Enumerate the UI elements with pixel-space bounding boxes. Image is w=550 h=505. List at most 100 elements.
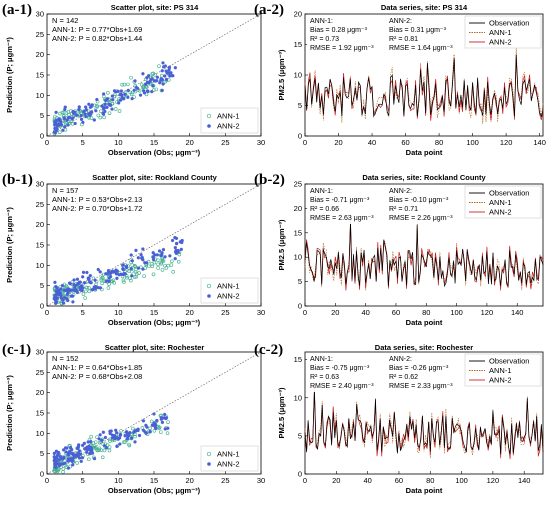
y-tick-label: 30 [36,180,44,189]
ann2-point [107,279,111,283]
ann2-point [115,444,119,449]
x-tick-label: 40 [361,308,369,317]
ann1-point [87,115,91,120]
x-tick-label: 140 [511,308,524,317]
ann2-point [66,466,71,470]
ann2-point [155,253,159,257]
ann2-point [151,251,155,255]
legend-ann2-marker [207,294,211,298]
ann1-point [96,113,101,118]
ann1-point [137,88,142,93]
ann1-point [87,457,91,462]
ann2-point [63,105,67,109]
ann1-point [63,120,68,125]
x-tick-label: 40 [368,138,376,147]
series-title-c2: Data series, site: Rochester [374,343,474,352]
ann2-point [166,426,170,430]
x-tick-label: 100 [455,476,468,485]
ann2-point [123,272,127,276]
ann1-point [97,448,101,452]
ann2-point [118,442,122,446]
stats-box [307,354,459,392]
ann2-point [66,298,70,303]
ann2-point [61,301,66,305]
ann2-point [82,109,86,114]
y-tick-label: 10 [36,429,44,438]
ann2-point [139,253,143,257]
ann2-point [170,238,175,243]
observation-series-line [304,221,544,288]
ann1-point [133,434,137,439]
ann2-stat-head: ANN-2: [389,18,412,25]
x-tick-label: 40 [363,476,371,485]
scatter-plot-c1: 0 5 10 15 20 25 30 0 5 10 15 20 25 30 Observation (Obs… [5,348,265,496]
ann2-point [59,462,63,466]
ann2-point [123,434,127,438]
y-tick-label: 15 [294,40,302,49]
y-tick-label: 30 [36,348,44,357]
ann1-point [121,440,126,444]
ann1-point [102,115,106,120]
ann2-point [88,273,92,278]
ann2-point [173,245,177,250]
x-tick-label: 120 [481,308,494,317]
ann1-point [156,266,160,270]
ann2-stat-r2: R² = 0.71 [389,206,418,213]
x-tick-label: 0 [45,476,49,485]
y-tick-label: 10 [36,261,44,270]
ann1-point [97,440,102,445]
y-axis-label: PM2.5 (μgm⁻³) [277,219,286,271]
ann1-point [99,109,103,114]
x-tick-label: 5 [81,138,85,147]
ann1-point [106,286,111,290]
ann2-point [168,254,172,258]
ann2-point [125,437,129,441]
ann2-point [52,451,57,455]
ann2-point [145,89,150,93]
ann2-point [126,88,130,93]
y-tick-label: 0 [40,470,44,479]
ann1-point [169,263,174,267]
series-plot-c2: 0 20 40 60 80 100 120 140 0 5 10 15 Data point PM2.5 … [277,351,544,495]
ann2-point [63,461,67,465]
ann2-point [171,74,175,78]
ann2-point [53,463,57,468]
ann2-point [153,425,157,429]
ann2-point [77,456,82,460]
ann2-point [70,117,74,121]
legend-ann1-marker [206,283,212,289]
ann2-point [118,92,123,96]
ann1-point [150,264,155,269]
ann1-stat-head: ANN-1: [310,188,333,195]
x-tick-label: 20 [331,308,339,317]
ann1-point [176,259,181,264]
ann2-point [133,440,137,444]
ann2-point [63,125,67,129]
ann2-point [118,432,123,437]
ann2-point [144,423,148,427]
ann1-stat-head: ANN-1: [310,18,333,25]
legend-ann2-label: ANN-2 [217,122,240,131]
ann2-point [64,450,68,454]
y-tick-label: 0 [40,132,44,141]
x-tick-label: 10 [114,308,122,317]
ann2-point [147,74,151,78]
ann2-point [66,453,70,457]
ann2-point [84,114,88,119]
ann2-point [65,446,69,450]
ann2-point [132,88,136,92]
ann1-point [158,430,163,434]
series-title-b2: Data series, site: Rockland County [362,173,486,182]
ann1-point [165,431,170,435]
series-title-a2: Data series, site: PS 314 [380,3,468,12]
ann1-point [134,271,139,276]
ann2-point [78,285,82,290]
y-tick-label: 30 [36,10,44,19]
ann2-point [66,123,70,127]
ann1-point [126,82,130,87]
series-plot-b2: 0 20 40 60 80 100 120 140 0 5 10 15 20 25 Data point PM… [277,180,544,327]
ann2-point [62,296,67,300]
ann2-point [157,249,162,253]
ann1-point [149,419,154,424]
legend-box [200,107,259,134]
